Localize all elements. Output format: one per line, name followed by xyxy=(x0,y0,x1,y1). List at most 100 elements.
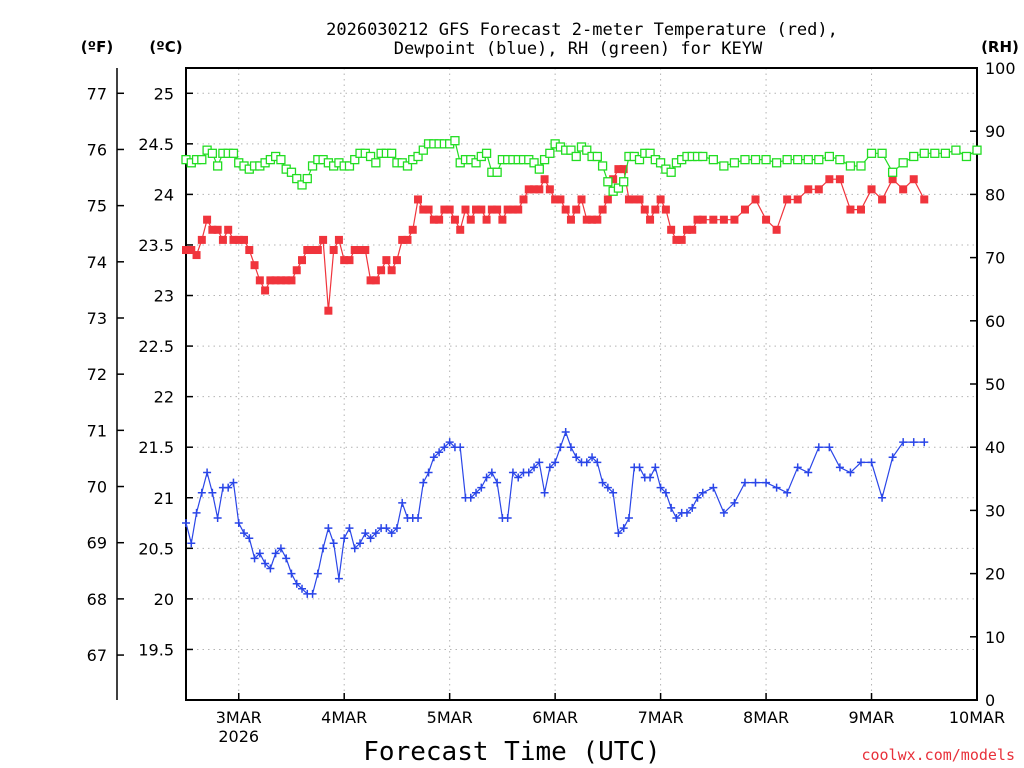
rh-point xyxy=(619,177,629,187)
dewpoint-point xyxy=(508,468,517,477)
rh-point xyxy=(534,164,544,174)
rh-tick-label: 50 xyxy=(985,375,1005,394)
rh-point xyxy=(492,167,502,177)
temperature-point xyxy=(545,185,554,194)
temperature-point xyxy=(677,235,686,244)
temperature-point xyxy=(609,175,618,184)
temperature-point xyxy=(424,205,433,214)
temperature-point xyxy=(340,256,349,265)
dewpoint-point xyxy=(493,478,502,487)
dewpoint-point xyxy=(556,443,565,452)
temperature-point xyxy=(366,276,375,285)
temperature-point xyxy=(356,246,365,255)
temperature-point xyxy=(234,235,243,244)
rh-point xyxy=(350,154,360,165)
x-tick-label: 4MAR xyxy=(321,708,367,727)
rh-point xyxy=(212,161,223,171)
dewpoint-point xyxy=(682,508,691,517)
dewpoint-point xyxy=(445,438,454,447)
dewpoint-point xyxy=(266,564,275,573)
dewpoint-point xyxy=(593,458,602,467)
dewpoint-point xyxy=(867,458,876,467)
fahrenheit-tick-label: 75 xyxy=(87,197,107,216)
temperature-point xyxy=(266,276,275,285)
dewpoint-point xyxy=(709,483,718,492)
rh-point xyxy=(919,148,929,158)
rh-point xyxy=(292,173,302,184)
dewpoint-point xyxy=(856,458,865,467)
temperature-point xyxy=(566,215,575,224)
rh-point xyxy=(634,154,645,165)
dewpoint-point xyxy=(614,529,623,538)
temperature-point xyxy=(920,195,929,204)
rh-point xyxy=(803,154,813,165)
dewpoint-point xyxy=(646,473,655,482)
dewpoint-point xyxy=(398,498,407,507)
dewpoint-point xyxy=(419,478,428,487)
temperature-point xyxy=(693,215,702,224)
dewpoint-point xyxy=(456,443,465,452)
dewpoint-point xyxy=(772,483,781,492)
temperature-point xyxy=(661,205,670,214)
celsius-tick-label: 21.5 xyxy=(138,438,174,457)
rh-point xyxy=(835,154,845,165)
axes: 19.5 20 20.5 21 21.5 22 22.5 23 23.5 24 24.5 25 3MAR… xyxy=(87,59,1016,746)
dewpoint-point xyxy=(672,513,681,522)
temperature-point xyxy=(329,246,338,255)
dewpoint-point xyxy=(730,498,739,507)
dewpoint-point xyxy=(487,468,496,477)
temperature-point xyxy=(403,235,412,244)
temperature-point xyxy=(477,205,486,214)
temperature-point xyxy=(218,235,227,244)
temperature-point xyxy=(292,266,301,275)
dewpoint-point xyxy=(319,544,328,553)
dewpoint-point xyxy=(535,458,544,467)
dewpoint-point xyxy=(635,463,644,472)
dewpoint-point xyxy=(366,534,375,543)
temperature-point xyxy=(440,205,449,214)
dewpoint-point xyxy=(524,468,533,477)
fahrenheit-tick-label: 77 xyxy=(87,84,107,103)
x-tick-label: 7MAR xyxy=(638,708,684,727)
temperature-point xyxy=(656,195,665,204)
dewpoint-point xyxy=(561,428,570,437)
dewpoint-point xyxy=(213,513,222,522)
temperature-point xyxy=(846,205,855,214)
temperature-point xyxy=(350,246,359,255)
fahrenheit-tick-label: 68 xyxy=(87,590,107,609)
dewpoint-point xyxy=(651,463,660,472)
temperature-point xyxy=(503,205,512,214)
temperature-point xyxy=(229,235,238,244)
rh-point xyxy=(413,151,423,162)
temperature-point xyxy=(667,225,676,234)
temperature-point xyxy=(651,205,660,214)
temperature-point xyxy=(598,205,607,214)
x-tick-label: 5MAR xyxy=(427,708,473,727)
rh-point xyxy=(824,151,834,162)
celsius-tick-label: 23 xyxy=(154,287,174,306)
rh-point xyxy=(297,180,307,190)
rh-point xyxy=(972,145,982,155)
rh-point xyxy=(307,161,318,171)
rh-point xyxy=(750,154,761,165)
temperature-point xyxy=(530,185,539,194)
dewpoint-point xyxy=(751,478,760,487)
celsius-tick-label: 20 xyxy=(154,590,174,609)
temperature-point xyxy=(603,195,612,204)
temperature-point xyxy=(719,215,728,224)
temperature-point xyxy=(371,276,380,285)
dewpoint-point xyxy=(598,478,607,487)
dewpoint-point xyxy=(762,478,771,487)
dewpoint-series-line xyxy=(185,430,925,595)
rh-point xyxy=(566,145,576,155)
temperature-point xyxy=(688,225,697,234)
dewpoint-point xyxy=(482,473,491,482)
fahrenheit-tick-label: 69 xyxy=(87,534,107,553)
x-tick-label: 10MAR xyxy=(949,708,1005,727)
dewpoint-point xyxy=(245,534,254,543)
dewpoint-point xyxy=(603,483,612,492)
rh-point xyxy=(207,148,218,158)
temperature-point xyxy=(899,185,908,194)
temperature-point xyxy=(909,175,918,184)
temperature-point xyxy=(793,195,802,204)
